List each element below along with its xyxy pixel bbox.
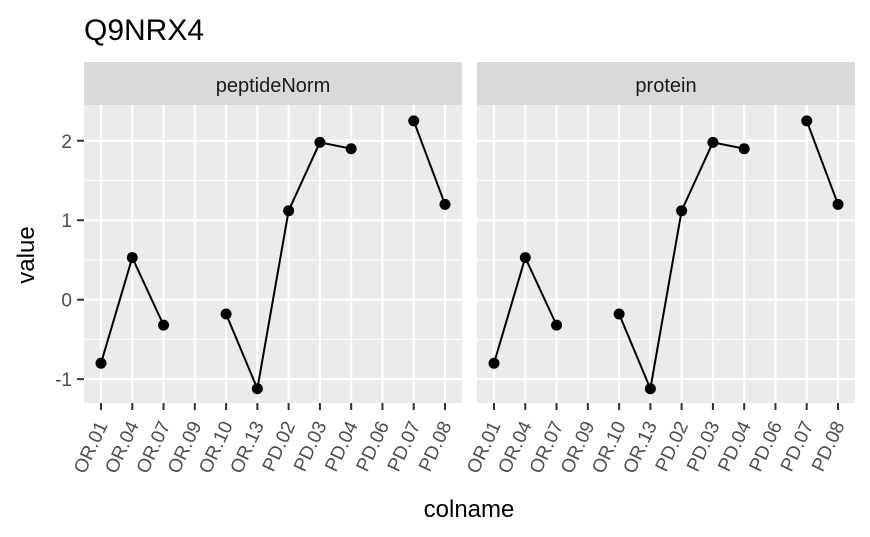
series-line-segment [100, 257, 134, 364]
series-line-segment [649, 210, 683, 389]
x-axis-title: colname [424, 496, 515, 523]
data-point [126, 252, 138, 264]
data-point [158, 319, 170, 331]
data-point [314, 136, 326, 148]
y-axis-title: value [13, 226, 40, 283]
facet-panel: peptideNormOR.01OR.04OR.07OR.09OR.10OR.1… [55, 62, 462, 477]
data-point [408, 115, 420, 127]
panel-background [477, 105, 855, 403]
facet-strip [84, 62, 462, 105]
data-point [220, 308, 232, 320]
chart-title: Q9NRX4 [84, 14, 204, 47]
series-line-segment [680, 141, 714, 212]
y-tick-label: -1 [55, 370, 72, 391]
y-tick-label: 2 [61, 132, 72, 153]
data-point [801, 115, 813, 127]
series-line-segment [412, 120, 446, 205]
data-point [707, 136, 719, 148]
series-line-segment [225, 313, 259, 390]
series-line-segment [287, 141, 321, 212]
facet-strip-label: peptideNorm [216, 75, 331, 97]
data-point [551, 319, 563, 331]
series-line-segment [131, 257, 165, 326]
series-line-segment [524, 257, 558, 326]
panel-background [84, 105, 462, 403]
facet-strip [477, 62, 855, 105]
series-line-segment [493, 257, 527, 364]
data-point [644, 383, 656, 395]
data-point [95, 357, 107, 369]
facet-panel: proteinOR.01OR.04OR.07OR.09OR.10OR.13PD.… [463, 62, 855, 477]
data-point [345, 143, 357, 155]
data-point [251, 383, 263, 395]
facet-panels: peptideNormOR.01OR.04OR.07OR.09OR.10OR.1… [55, 62, 855, 477]
series-line-segment [805, 120, 839, 205]
data-point [613, 308, 625, 320]
data-point [738, 143, 750, 155]
series-line-segment [256, 210, 290, 389]
data-point [283, 205, 295, 217]
data-point [488, 357, 500, 369]
data-point [439, 198, 451, 210]
y-tick-label: 0 [61, 291, 72, 312]
y-tick-label: 1 [61, 211, 72, 232]
data-point [519, 252, 531, 264]
data-point [832, 198, 844, 210]
facet-strip-label: protein [635, 75, 696, 97]
data-point [676, 205, 688, 217]
series-line-segment [618, 313, 652, 390]
